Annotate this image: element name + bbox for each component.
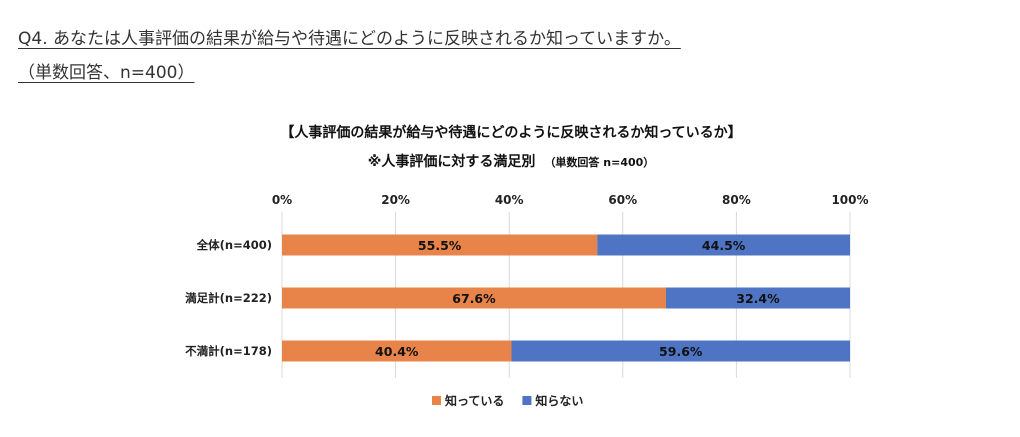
x-axis-ticks: 0% 20% 40% 60% 80% 100% [272, 193, 869, 207]
legend: 知っている 知らない [432, 393, 583, 408]
data-label: 32.4% [736, 291, 780, 306]
data-label: 59.6% [659, 344, 703, 359]
category-label: 不満計(n=178) [185, 344, 272, 358]
legend-swatch [522, 396, 532, 405]
x-tick-label: 40% [495, 193, 524, 207]
data-label: 67.6% [452, 291, 496, 306]
chart-subtitle-note: （単数回答 n=400） [544, 155, 654, 169]
bar-segment [282, 287, 666, 309]
legend-label: 知っている [444, 393, 504, 408]
x-tick-label: 20% [381, 193, 410, 207]
chart-title: 【人事評価の結果が給与や待遇にどのように反映されるか知っているか】 [280, 124, 741, 141]
x-tick-label: 60% [608, 193, 637, 207]
chart-subtitle-main: ※人事評価に対する満足別 [368, 153, 536, 170]
category-label: 全体(n=400) [196, 238, 272, 252]
data-label: 55.5% [418, 238, 462, 253]
data-label: 40.4% [375, 344, 419, 359]
bar-segment [282, 340, 512, 362]
chart-subtitle: ※人事評価に対する満足別 （単数回答 n=400） [368, 151, 655, 170]
bar-segment [511, 340, 850, 362]
x-tick-label: 100% [831, 193, 868, 207]
bars: 55.5% 44.5% 67.6% 32.4% 40.4% 59.6% [282, 234, 850, 362]
bar-segment [665, 287, 850, 309]
bar-segment [282, 234, 598, 256]
data-label: 44.5% [702, 238, 746, 253]
x-tick-label: 80% [722, 193, 751, 207]
legend-label: 知らない [534, 393, 583, 408]
x-tick-label: 0% [272, 193, 292, 207]
question-title: Q4. あなたは人事評価の結果が給与や待遇にどのように反映されるか知っていますか… [18, 29, 681, 49]
legend-swatch [432, 396, 441, 405]
question-note: （単数回答、n=400） [18, 63, 195, 83]
category-labels: 全体(n=400) 満足計(n=222) 不満計(n=178) [185, 238, 272, 358]
category-label: 満足計(n=222) [185, 291, 272, 305]
bar-segment [597, 234, 850, 256]
